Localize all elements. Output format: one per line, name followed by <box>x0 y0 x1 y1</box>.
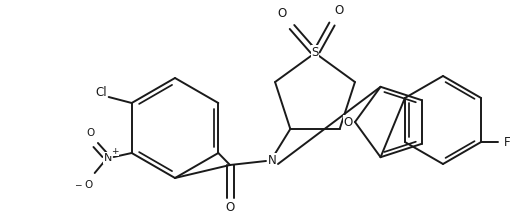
Text: O: O <box>225 200 235 213</box>
Text: O: O <box>343 116 353 128</box>
Text: Cl: Cl <box>95 86 107 99</box>
Text: S: S <box>311 46 319 59</box>
Text: N: N <box>104 153 112 163</box>
Text: O: O <box>87 128 95 138</box>
Text: F: F <box>504 136 510 149</box>
Text: +: + <box>111 147 119 156</box>
Text: O: O <box>84 180 93 190</box>
Text: N: N <box>268 154 277 167</box>
Text: −: − <box>74 180 81 189</box>
Text: O: O <box>277 7 286 20</box>
Text: O: O <box>335 4 343 16</box>
